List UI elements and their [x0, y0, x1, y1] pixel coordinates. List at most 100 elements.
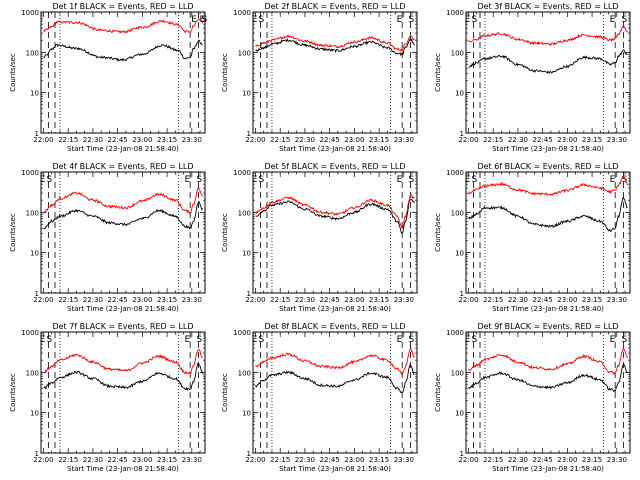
x-tick-label: 22:30 — [83, 456, 103, 464]
chart-panel-1: Det 1f BLACK = Events, RED = LLD 1 10 100 10… — [9, 2, 207, 153]
x-axis-label: Start Time (23-Jan-08 21:58:40) — [279, 465, 391, 473]
x-tick-label: 22:45 — [320, 136, 340, 144]
event-marker-label: E — [200, 15, 206, 25]
series-line-events — [255, 198, 415, 234]
chart-title: Det 2f BLACK = Events, RED = LLD — [264, 2, 405, 11]
y-tick-label: 10 — [455, 250, 464, 258]
y-tick-label: 1 — [35, 450, 39, 458]
event-marker-label: S — [622, 335, 628, 345]
event-marker-label: S — [472, 335, 478, 345]
chart-title: Det 7f BLACK = Events, RED = LLD — [52, 322, 193, 331]
series-line-lld — [43, 18, 203, 34]
series-line-events — [43, 200, 203, 230]
x-tick-label: 22:00 — [245, 296, 265, 304]
x-tick-label: 23:15 — [582, 296, 602, 304]
x-tick-label: 22:30 — [508, 136, 528, 144]
y-tick-label: 1 — [247, 130, 251, 138]
y-tick-label: 1 — [35, 130, 39, 138]
y-tick-label: 1000 — [233, 9, 251, 17]
event-marker-label: S — [47, 175, 53, 185]
chart-title: Det 5f BLACK = Events, RED = LLD — [264, 162, 405, 171]
x-tick-label: 22:15 — [270, 136, 290, 144]
x-axis-label: Start Time (23-Jan-08 21:58:40) — [279, 145, 391, 153]
chart-panel-5: Det 5f BLACK = Events, RED = LLD 1 10 100 10… — [221, 162, 418, 313]
series-line-lld — [468, 25, 628, 47]
event-marker-label: E — [185, 335, 191, 345]
event-marker-label: S — [259, 335, 265, 345]
chart-title: Det 8f BLACK = Events, RED = LLD — [264, 322, 405, 331]
x-tick-label: 22:00 — [33, 136, 53, 144]
chart-title: Det 4f BLACK = Events, RED = LLD — [52, 162, 193, 171]
x-tick-label: 23:30 — [394, 296, 414, 304]
x-tick-label: 22:15 — [483, 296, 503, 304]
x-tick-label: 22:15 — [58, 456, 78, 464]
x-tick-label: 22:45 — [108, 456, 128, 464]
event-marker-label: S — [409, 15, 415, 25]
x-tick-label: 22:15 — [270, 456, 290, 464]
x-tick-label: 22:30 — [508, 296, 528, 304]
y-tick-label: 1000 — [233, 169, 251, 177]
plot-frame — [465, 331, 631, 454]
event-marker-label: E — [191, 15, 197, 25]
y-tick-label: 1 — [247, 290, 251, 298]
x-tick-label: 22:15 — [58, 296, 78, 304]
plot-frame — [40, 171, 206, 294]
chart-panel-9: Det 9f BLACK = Events, RED = LLD 1 10 100 10… — [434, 322, 631, 473]
series-line-lld — [255, 34, 415, 53]
y-axis-label: Counts/sec — [221, 373, 229, 412]
x-tick-label: 22:00 — [33, 296, 53, 304]
x-tick-label: 22:30 — [295, 136, 315, 144]
y-tick-label: 1 — [460, 450, 464, 458]
y-tick-label: 10 — [242, 90, 251, 98]
y-tick-label: 100 — [26, 49, 39, 57]
y-tick-label: 100 — [238, 369, 251, 377]
series-line-lld — [255, 194, 415, 230]
y-axis-label: Counts/sec — [9, 373, 17, 412]
x-tick-label: 23:30 — [607, 456, 627, 464]
y-tick-label: 1 — [460, 290, 464, 298]
event-marker-label: E — [252, 335, 258, 345]
event-marker-label: S — [409, 335, 415, 345]
series-line-lld — [255, 347, 415, 376]
y-tick-label: 100 — [238, 209, 251, 217]
x-tick-label: 23:15 — [369, 296, 389, 304]
y-axis-label: Counts/sec — [434, 373, 442, 412]
y-tick-label: 10 — [455, 90, 464, 98]
event-marker-label: E — [610, 15, 616, 25]
x-tick-label: 22:15 — [270, 296, 290, 304]
x-tick-label: 22:00 — [458, 456, 478, 464]
plot-frame — [252, 171, 418, 294]
x-tick-label: 22:30 — [83, 296, 103, 304]
x-tick-label: 23:15 — [157, 296, 177, 304]
y-tick-label: 1 — [247, 450, 251, 458]
x-tick-label: 23:15 — [369, 136, 389, 144]
x-tick-label: 23:30 — [394, 136, 414, 144]
x-tick-label: 23:30 — [607, 136, 627, 144]
series-line-events — [468, 364, 628, 393]
event-marker-label: S — [201, 15, 207, 25]
y-tick-label: 1 — [35, 290, 39, 298]
series-line-lld — [43, 185, 203, 215]
x-tick-label: 22:45 — [108, 296, 128, 304]
event-marker-label: S — [472, 15, 478, 25]
event-marker-label: S — [409, 175, 415, 185]
x-tick-label: 22:45 — [108, 136, 128, 144]
x-tick-label: 23:00 — [132, 296, 152, 304]
series-line-events — [255, 37, 415, 57]
x-tick-label: 22:45 — [320, 296, 340, 304]
y-tick-label: 100 — [451, 369, 464, 377]
x-axis-label: Start Time (23-Jan-08 21:58:40) — [492, 145, 604, 153]
y-axis-label: Counts/sec — [9, 213, 17, 252]
x-tick-label: 23:15 — [157, 456, 177, 464]
x-tick-label: 23:00 — [344, 296, 364, 304]
chart-title: Det 1f BLACK = Events, RED = LLD — [52, 2, 193, 11]
y-tick-label: 100 — [451, 49, 464, 57]
x-tick-label: 22:00 — [245, 456, 265, 464]
x-tick-label: 22:30 — [295, 296, 315, 304]
x-tick-label: 22:45 — [533, 136, 553, 144]
x-axis-label: Start Time (23-Jan-08 21:58:40) — [67, 145, 179, 153]
x-axis-label: Start Time (23-Jan-08 21:58:40) — [492, 305, 604, 313]
y-tick-label: 1000 — [446, 9, 464, 17]
event-marker-label: S — [472, 175, 478, 185]
